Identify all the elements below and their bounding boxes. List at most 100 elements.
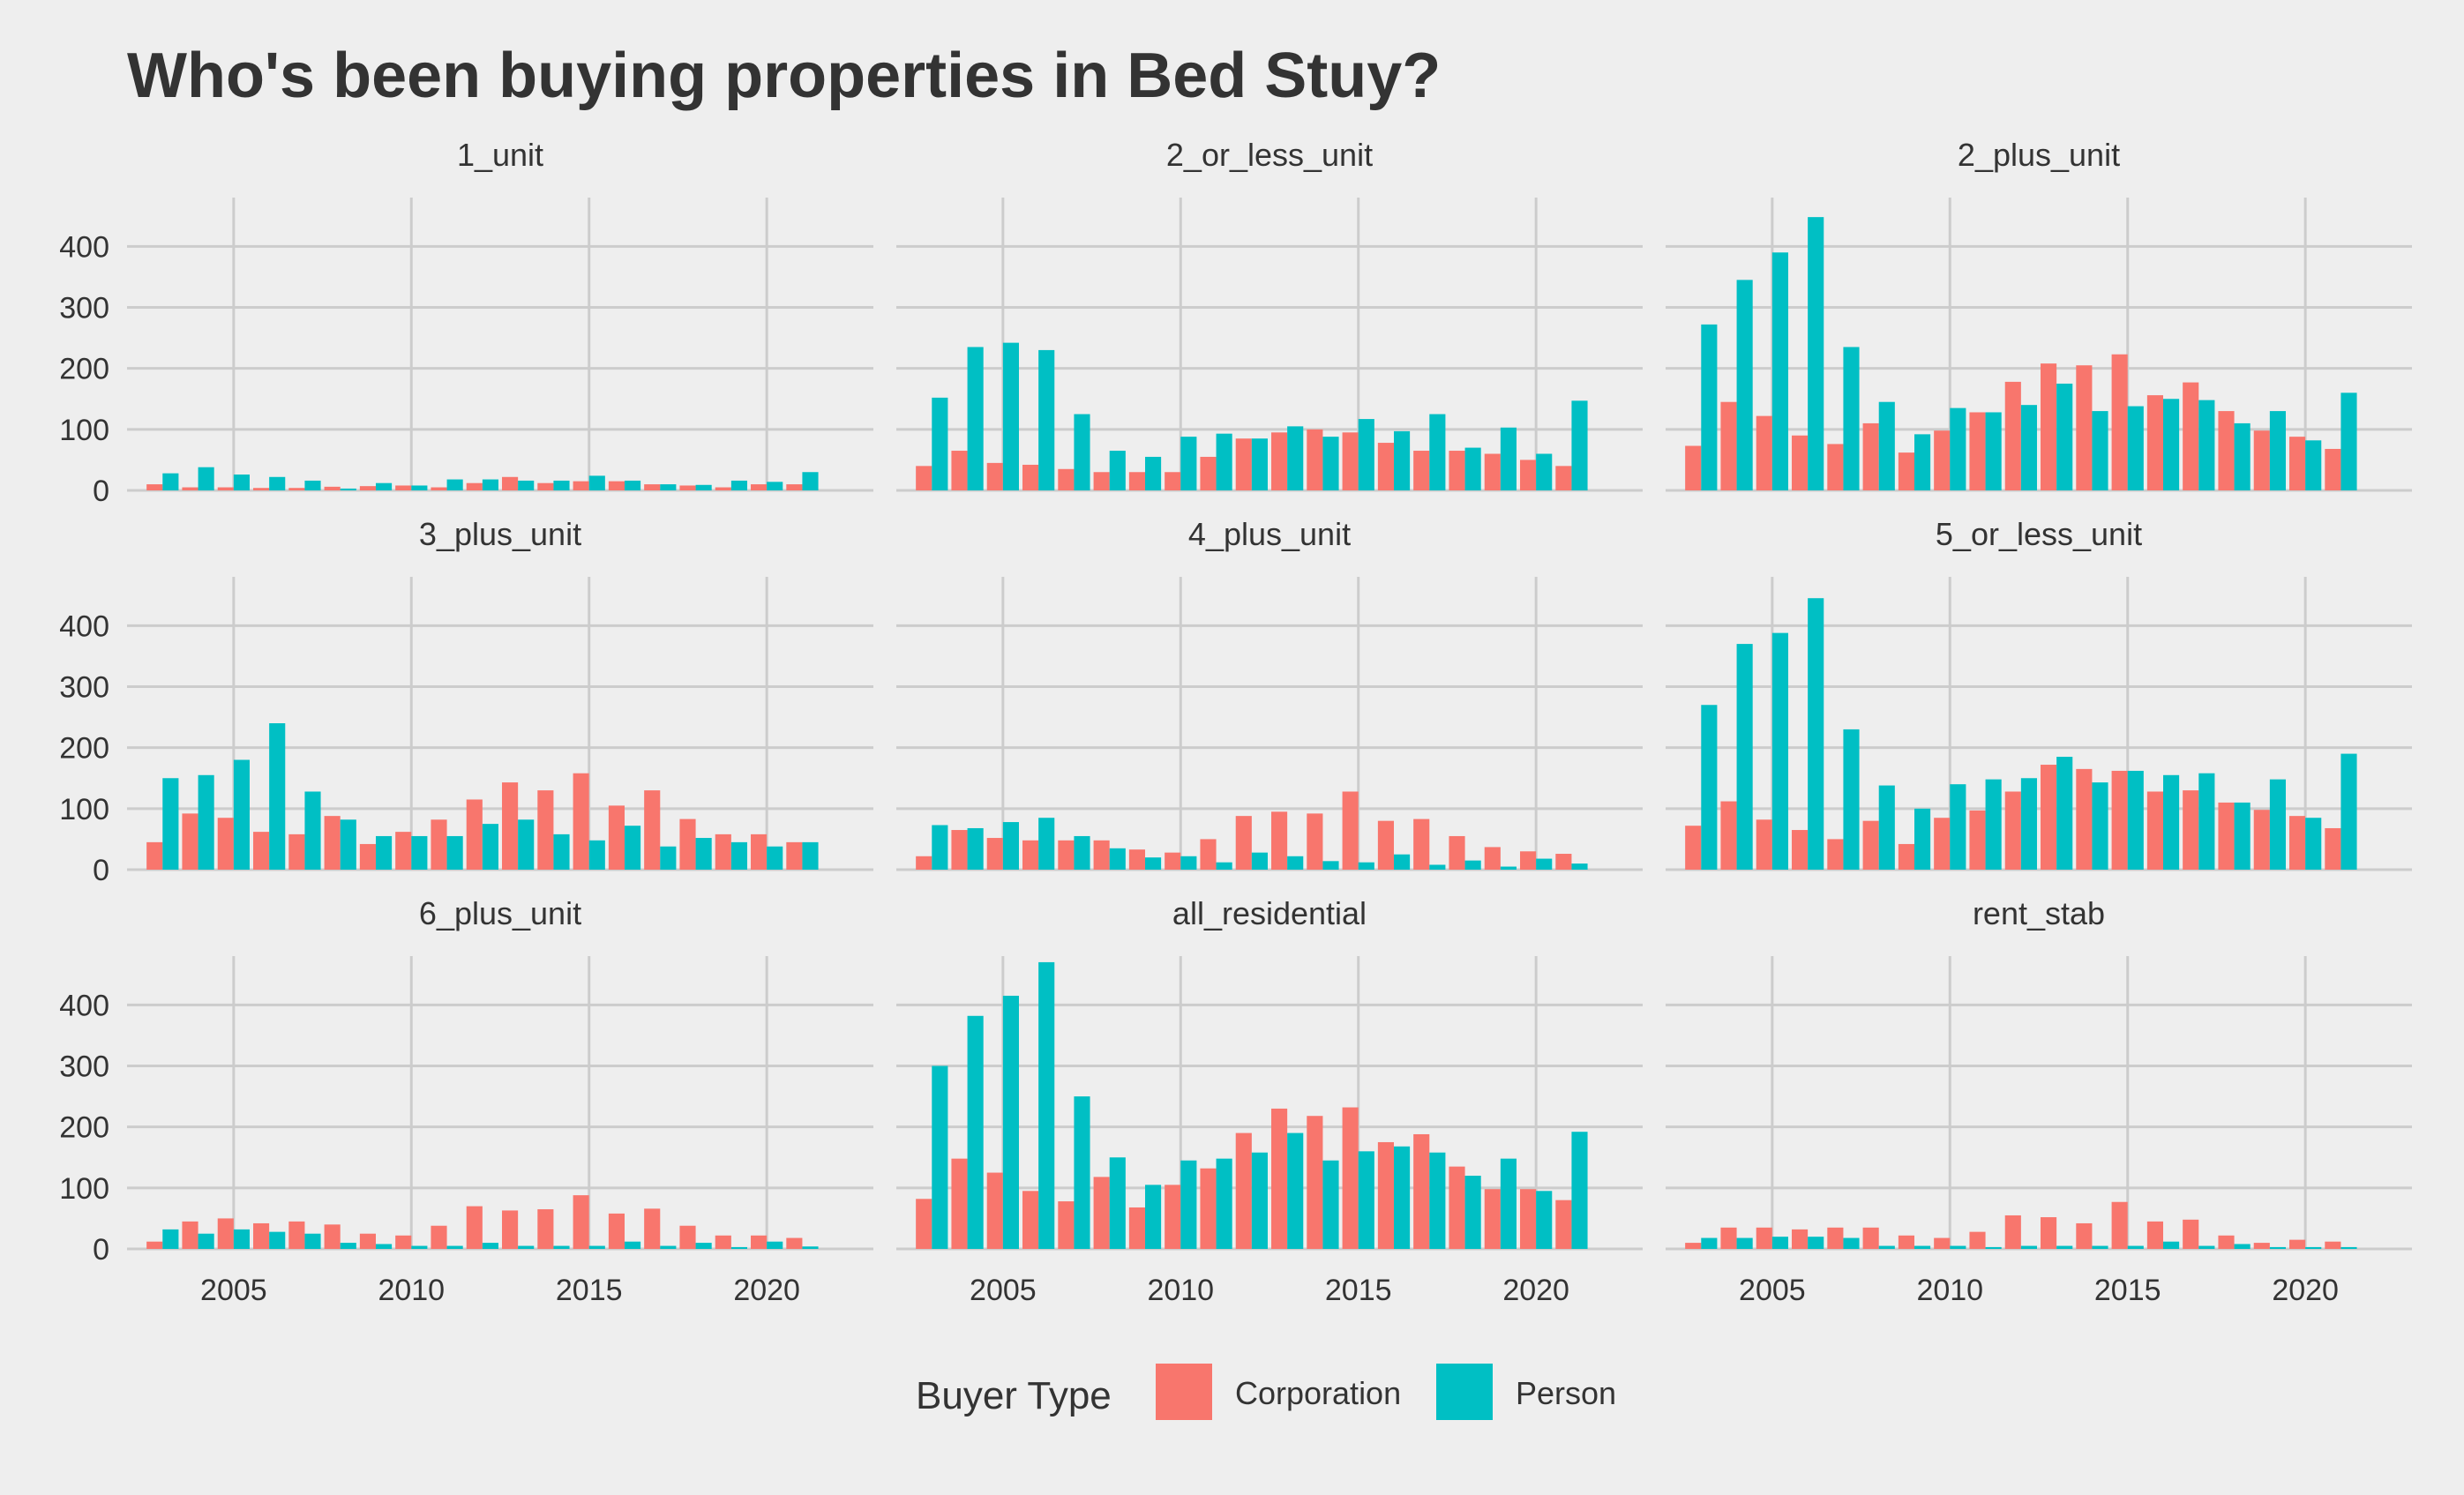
- bar-person-2014: [553, 1245, 570, 1249]
- bar-person-2008: [340, 1243, 356, 1249]
- bar-person-2004: [1736, 644, 1753, 870]
- bar-corporation-2003: [916, 1199, 932, 1249]
- bar-corporation-2005: [986, 838, 1003, 870]
- bar-corporation-2008: [1862, 422, 1879, 490]
- x-tick-label: 2005: [200, 1274, 267, 1307]
- bar-person-2006: [269, 723, 286, 870]
- bar-person-2015: [2127, 1245, 2144, 1249]
- bar-person-2015: [2127, 406, 2144, 490]
- facet-strip-label: rent_stab: [1973, 895, 2105, 931]
- bar-corporation-2015: [2111, 1201, 2128, 1249]
- bar-corporation-2010: [1165, 852, 1181, 870]
- bar-corporation-2008: [1862, 820, 1879, 870]
- bar-person-2019: [730, 480, 747, 490]
- bar-corporation-2015: [2111, 770, 2128, 870]
- bar-person-2013: [518, 819, 535, 870]
- bar-corporation-2012: [1235, 816, 1252, 870]
- bar-corporation-2015: [1342, 791, 1359, 870]
- bar-corporation-2015: [573, 1195, 589, 1249]
- bar-person-2004: [1736, 1237, 1753, 1249]
- bar-corporation-2014: [2076, 365, 2093, 490]
- bar-corporation-2004: [951, 830, 968, 870]
- bar-person-2014: [1322, 1160, 1339, 1249]
- facet-strip-label: 2_plus_unit: [1958, 137, 2120, 173]
- bar-person-2021: [2340, 392, 2357, 490]
- bar-corporation-2009: [1128, 849, 1145, 870]
- bar-corporation-2012: [2004, 381, 2021, 490]
- bar-corporation-2007: [1058, 1201, 1075, 1249]
- bar-person-2018: [695, 1243, 712, 1249]
- bar-person-2018: [2234, 1244, 2251, 1249]
- facet-panel-5_or_less_unit: 5_or_less_unit: [1666, 516, 2412, 871]
- bar-person-2012: [2020, 405, 2037, 490]
- x-tick-label: 2010: [378, 1274, 445, 1307]
- bar-person-2007: [304, 791, 321, 870]
- bar-corporation-2013: [2041, 765, 2057, 870]
- bar-person-2018: [1464, 860, 1481, 870]
- x-tick-label: 2010: [1916, 1274, 1983, 1307]
- bar-corporation-2017: [1413, 451, 1430, 490]
- bar-corporation-2004: [1720, 801, 1737, 870]
- bar-corporation-2018: [2218, 802, 2235, 870]
- y-tick-label: 0: [93, 854, 109, 887]
- bar-corporation-2016: [1377, 443, 1394, 490]
- bar-person-2016: [2163, 1241, 2180, 1249]
- bar-person-2009: [376, 482, 393, 490]
- bar-corporation-2017: [644, 790, 661, 870]
- y-tick-label: 400: [59, 230, 109, 264]
- bar-person-2012: [1251, 1152, 1268, 1249]
- bar-person-2013: [2056, 757, 2073, 870]
- bar-person-2009: [1914, 808, 1931, 870]
- x-tick-label: 2005: [970, 1274, 1037, 1307]
- bar-person-2005: [1002, 995, 1019, 1249]
- bar-person-2017: [2198, 773, 2215, 870]
- bar-corporation-2003: [916, 856, 932, 870]
- bar-corporation-2017: [2183, 1219, 2199, 1249]
- bar-corporation-2006: [253, 488, 270, 490]
- bar-corporation-2019: [715, 833, 731, 870]
- bar-corporation-2021: [786, 841, 803, 870]
- bar-person-2006: [1808, 598, 1824, 870]
- bar-person-2005: [1002, 822, 1019, 870]
- bar-corporation-2007: [1058, 840, 1075, 870]
- bar-person-2007: [1843, 347, 1860, 490]
- bar-person-2013: [518, 480, 535, 490]
- bar-person-2009: [1914, 1245, 1931, 1249]
- bar-corporation-2012: [2004, 791, 2021, 870]
- bar-person-2019: [1500, 427, 1517, 490]
- bar-person-2003: [1701, 705, 1718, 870]
- bar-corporation-2012: [1235, 1132, 1252, 1249]
- bar-person-2010: [411, 835, 428, 870]
- bar-corporation-2010: [395, 485, 412, 490]
- bar-person-2016: [2163, 774, 2180, 870]
- y-tick-label: 200: [59, 353, 109, 386]
- bar-person-2009: [1914, 434, 1931, 490]
- bar-person-2016: [1394, 430, 1411, 490]
- bar-person-2006: [1038, 818, 1055, 870]
- bar-person-2019: [2269, 779, 2286, 870]
- facet-strip-label: 3_plus_unit: [419, 516, 581, 552]
- bar-corporation-2018: [679, 485, 696, 490]
- bar-corporation-2006: [1792, 830, 1809, 870]
- bar-corporation-2009: [1128, 472, 1145, 490]
- bar-corporation-2011: [1969, 412, 1986, 490]
- bar-person-2016: [625, 1241, 641, 1249]
- bar-corporation-2007: [288, 833, 305, 870]
- legend-swatch-person: [1436, 1364, 1493, 1420]
- bar-person-2020: [767, 846, 783, 870]
- y-tick-label: 300: [59, 671, 109, 705]
- bar-person-2021: [2340, 753, 2357, 870]
- bar-corporation-2014: [537, 790, 554, 870]
- bar-corporation-2017: [644, 1208, 661, 1249]
- bar-person-2021: [1571, 1132, 1588, 1249]
- bar-person-2011: [1216, 433, 1232, 490]
- bar-corporation-2018: [679, 819, 696, 870]
- facet-panel-all_residential: all_residential 2005 2010 2015 2020: [896, 895, 1643, 1307]
- bar-corporation-2013: [1271, 811, 1288, 870]
- bar-corporation-2021: [2325, 827, 2341, 870]
- x-tick-label: 2005: [1739, 1274, 1806, 1307]
- bar-person-2006: [269, 1231, 286, 1249]
- bar-person-2013: [1287, 1132, 1304, 1249]
- bar-person-2003: [162, 1229, 179, 1249]
- bar-corporation-2003: [916, 466, 932, 490]
